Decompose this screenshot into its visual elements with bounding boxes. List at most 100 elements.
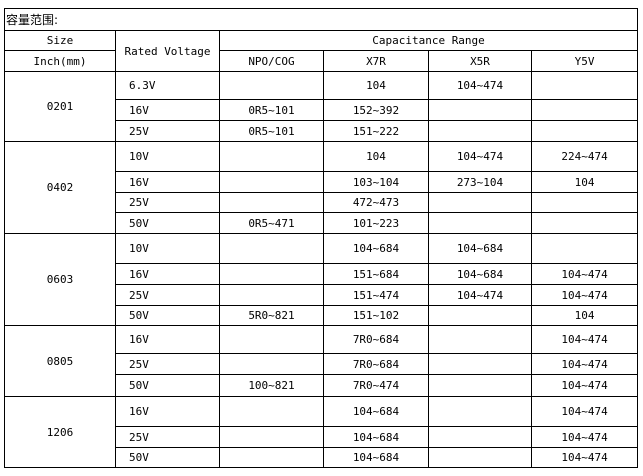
voltage-cell: 16V bbox=[115, 396, 220, 427]
voltage-cell: 16V bbox=[115, 263, 220, 285]
npo-cog-cell: 100~821 bbox=[219, 374, 324, 397]
voltage-cell: 10V bbox=[115, 141, 220, 172]
npo-cog-cell: 0R5~101 bbox=[219, 99, 324, 121]
x5r-cell bbox=[428, 447, 532, 468]
npo-cog-cell bbox=[219, 426, 324, 448]
x5r-cell bbox=[428, 305, 532, 326]
npo-cog-cell bbox=[219, 233, 324, 264]
x5r-cell: 104~474 bbox=[428, 71, 532, 100]
voltage-cell: 50V bbox=[115, 447, 220, 468]
voltage-cell: 16V bbox=[115, 171, 220, 193]
x5r-cell: 104~474 bbox=[428, 284, 532, 306]
npo-cog-cell bbox=[219, 396, 324, 427]
x5r-cell: 273~104 bbox=[428, 171, 532, 193]
x7r-cell: 7R0~684 bbox=[323, 353, 429, 375]
size-cell: 0603 bbox=[4, 233, 116, 326]
y5v-cell: 104 bbox=[530, 305, 639, 326]
x7r-cell: 104~684 bbox=[323, 233, 429, 264]
capacitance-range-table: 容量范围: Size Rated Voltage Capacitance Ran… bbox=[3, 8, 639, 468]
size-cell: 1206 bbox=[4, 396, 116, 468]
header-npo-cog: NPO/COG bbox=[219, 50, 324, 72]
voltage-cell: 10V bbox=[115, 233, 220, 264]
table-title: 容量范围: bbox=[3, 8, 639, 31]
y5v-cell bbox=[530, 192, 639, 213]
x7r-cell: 7R0~684 bbox=[323, 325, 429, 354]
x7r-cell: 101~223 bbox=[323, 212, 429, 234]
x5r-cell: 104~684 bbox=[428, 233, 532, 264]
npo-cog-cell bbox=[219, 192, 324, 213]
y5v-cell bbox=[530, 233, 639, 264]
header-rated-voltage: Rated Voltage bbox=[115, 30, 220, 72]
x5r-cell bbox=[428, 120, 532, 142]
x5r-cell: 104~684 bbox=[428, 263, 532, 285]
x7r-cell: 104 bbox=[323, 71, 429, 100]
table-row: 16V 151~684 104~684 104~474 bbox=[5, 263, 639, 285]
table-row: 50V 5R0~821 151~102 104 bbox=[5, 305, 639, 326]
voltage-cell: 6.3V bbox=[115, 71, 220, 100]
voltage-cell: 50V bbox=[115, 374, 220, 397]
x5r-cell bbox=[428, 192, 532, 213]
header-y5v: Y5V bbox=[530, 50, 639, 72]
y5v-cell bbox=[530, 212, 639, 234]
x7r-cell: 104~684 bbox=[323, 447, 429, 468]
x5r-cell bbox=[428, 212, 532, 234]
x7r-cell: 472~473 bbox=[323, 192, 429, 213]
x7r-cell: 152~392 bbox=[323, 99, 429, 121]
x5r-cell bbox=[428, 325, 532, 354]
x7r-cell: 104~684 bbox=[323, 396, 429, 427]
x7r-cell: 103~104 bbox=[323, 171, 429, 193]
header-size-unit: Inch(mm) bbox=[4, 50, 116, 72]
npo-cog-cell: 0R5~471 bbox=[219, 212, 324, 234]
voltage-cell: 50V bbox=[115, 305, 220, 326]
table-row: 50V 104~684 104~474 bbox=[5, 447, 639, 468]
npo-cog-cell bbox=[219, 284, 324, 306]
y5v-cell: 104~474 bbox=[530, 263, 639, 285]
x5r-cell bbox=[428, 374, 532, 397]
npo-cog-cell bbox=[219, 141, 324, 172]
header-x5r: X5R bbox=[428, 50, 532, 72]
x5r-cell bbox=[428, 426, 532, 448]
table-row: 0805 16V 7R0~684 104~474 bbox=[4, 325, 639, 397]
y5v-cell bbox=[530, 120, 639, 142]
table-row: 0201 6.3V 104 104~474 bbox=[4, 71, 639, 142]
x7r-cell: 151~684 bbox=[323, 263, 429, 285]
size-cell: 0402 bbox=[4, 141, 116, 234]
x5r-cell: 104~474 bbox=[428, 141, 532, 172]
y5v-cell: 104 bbox=[530, 171, 639, 193]
voltage-cell: 16V bbox=[115, 325, 220, 354]
y5v-cell bbox=[530, 71, 639, 100]
y5v-cell: 104~474 bbox=[530, 447, 639, 468]
table-row: 0603 10V 104~684 104~684 bbox=[4, 233, 639, 326]
x5r-cell bbox=[428, 353, 532, 375]
y5v-cell: 104~474 bbox=[530, 284, 639, 306]
y5v-cell bbox=[530, 99, 639, 121]
table-row: 25V 104~684 104~474 bbox=[5, 426, 639, 448]
npo-cog-cell bbox=[219, 353, 324, 375]
x5r-cell bbox=[428, 99, 532, 121]
voltage-cell: 25V bbox=[115, 353, 220, 375]
npo-cog-cell: 0R5~101 bbox=[219, 120, 324, 142]
voltage-cell: 50V bbox=[115, 212, 220, 234]
x7r-cell: 151~102 bbox=[323, 305, 429, 326]
voltage-cell: 16V bbox=[115, 99, 220, 121]
voltage-cell: 25V bbox=[115, 192, 220, 213]
header-x7r: X7R bbox=[323, 50, 429, 72]
y5v-cell: 104~474 bbox=[530, 396, 639, 427]
x7r-cell: 104 bbox=[323, 141, 429, 172]
npo-cog-cell: 5R0~821 bbox=[219, 305, 324, 326]
npo-cog-cell bbox=[219, 263, 324, 285]
table-row: 25V 151~474 104~474 104~474 bbox=[5, 284, 639, 306]
size-cell: 0201 bbox=[4, 71, 116, 142]
table-row: 25V 7R0~684 104~474 bbox=[5, 353, 639, 375]
header-capacitance-range: Capacitance Range bbox=[218, 30, 639, 51]
x7r-cell: 151~474 bbox=[323, 284, 429, 306]
header-size: Size bbox=[4, 30, 116, 51]
npo-cog-cell bbox=[219, 171, 324, 193]
voltage-cell: 25V bbox=[115, 284, 220, 306]
x7r-cell: 7R0~474 bbox=[323, 374, 429, 397]
voltage-cell: 25V bbox=[115, 120, 220, 142]
table-row: 50V 100~821 7R0~474 104~474 bbox=[5, 374, 639, 397]
voltage-cell: 25V bbox=[115, 426, 220, 448]
x5r-cell bbox=[428, 396, 532, 427]
npo-cog-cell bbox=[219, 447, 324, 468]
